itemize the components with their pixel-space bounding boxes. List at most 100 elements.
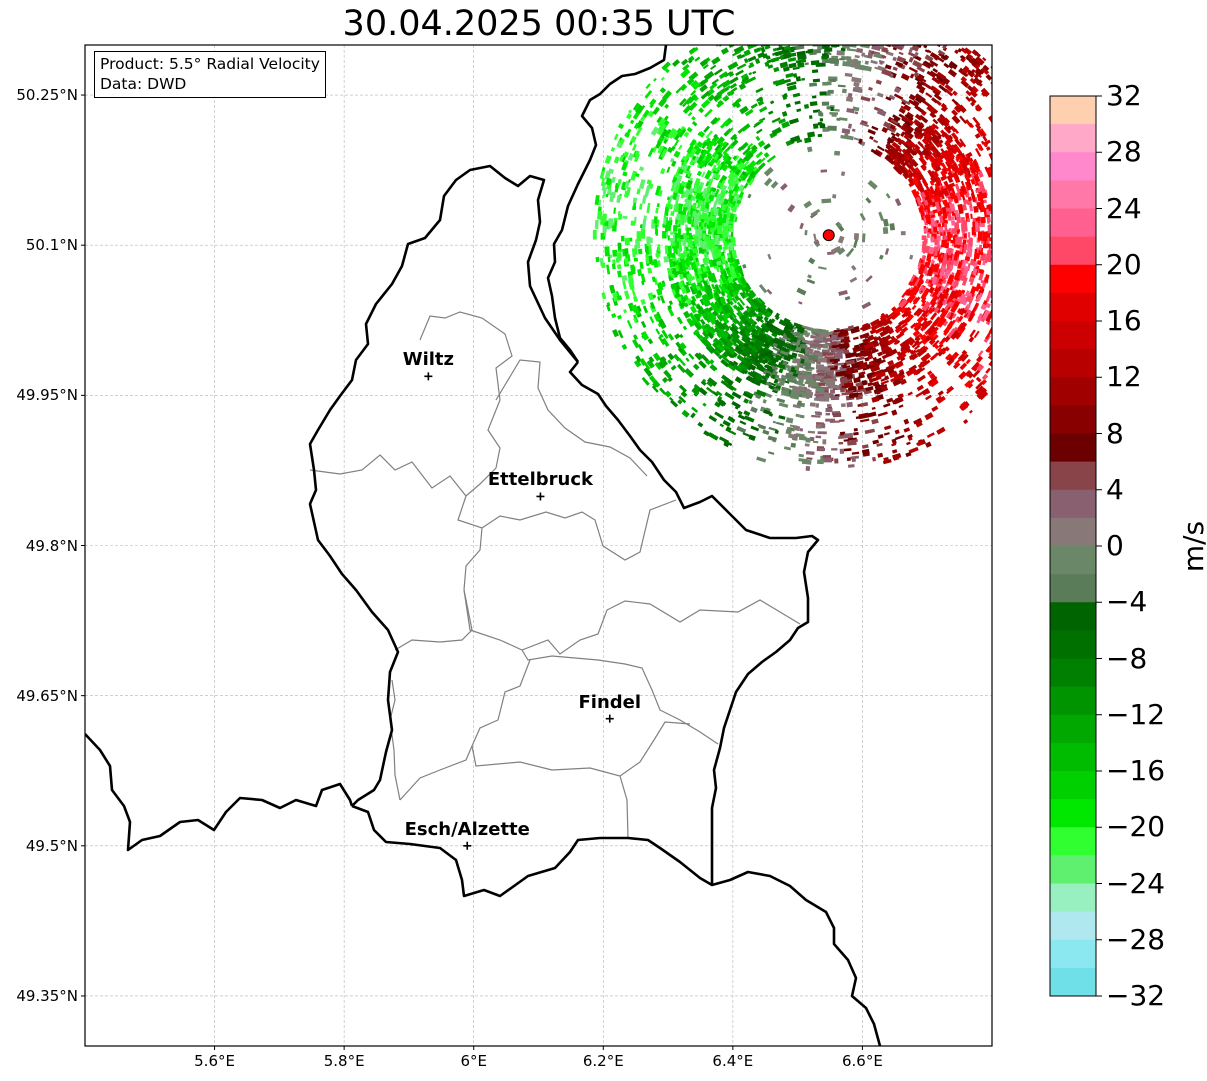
product-label: Product: 5.5° Radial Velocity: [100, 55, 320, 73]
velocity-echo: [1009, 290, 1014, 300]
velocity-echo: [759, 106, 768, 113]
velocity-echo: [769, 100, 775, 105]
velocity-echo: [1000, 306, 1006, 313]
velocity-echo: [827, 89, 834, 94]
velocity-echo: [972, 221, 976, 232]
velocity-echo: [966, 178, 973, 189]
velocity-echo: [876, 92, 884, 98]
velocity-echo: [840, 32, 844, 35]
velocity-echo: [1019, 112, 1025, 120]
lon-tick-label: 5.6°E: [194, 1052, 235, 1070]
velocity-echo: [807, 131, 816, 138]
velocity-echo: [762, 14, 769, 18]
velocity-echo: [867, 129, 876, 135]
velocity-echo: [1041, 164, 1047, 169]
velocity-echo: [981, 373, 989, 381]
velocity-echo: [1024, 232, 1028, 235]
velocity-echo: [1005, 232, 1010, 236]
colorbar-tick-label: 4: [1106, 472, 1124, 506]
velocity-echo: [773, 18, 780, 23]
velocity-echo: [735, 69, 744, 77]
velocity-echo: [1020, 192, 1024, 201]
velocity-echo: [807, 430, 816, 434]
velocity-echo: [1020, 233, 1024, 237]
velocity-echo: [1010, 295, 1013, 299]
velocity-echo: [820, 388, 825, 392]
velocity-echo: [739, 16, 745, 20]
velocity-echo: [740, 19, 747, 25]
velocity-echo: [1016, 178, 1022, 186]
velocity-echo: [659, 87, 667, 94]
velocity-echo: [707, 211, 712, 218]
velocity-echo: [890, 18, 894, 23]
velocity-echo: [692, 363, 700, 371]
velocity-echo: [935, 45, 942, 48]
velocity-echo: [968, 293, 976, 304]
velocity-echo: [866, 3, 873, 7]
velocity-echo: [732, 304, 738, 310]
velocity-echo: [991, 152, 992, 162]
velocity-echo: [690, 412, 696, 419]
velocity-echo: [1021, 257, 1025, 266]
velocity-echo: [815, 424, 822, 429]
velocity-echo: [750, 144, 758, 152]
velocity-echo: [842, 61, 852, 67]
velocity-echo: [803, 29, 808, 34]
velocity-echo: [1030, 149, 1034, 156]
velocity-echo: [817, 133, 823, 138]
velocity-echo: [698, 221, 702, 227]
velocity-echo: [932, 118, 939, 125]
velocity-echo: [605, 193, 609, 198]
velocity-echo: [740, 22, 744, 26]
velocity-echo: [959, 115, 967, 124]
colorbar-tick-label: 8: [1106, 416, 1124, 450]
velocity-echo: [742, 326, 751, 334]
velocity-echo: [632, 197, 638, 203]
velocity-echo: [970, 213, 973, 220]
velocity-echo: [686, 126, 693, 133]
velocity-echo: [1021, 250, 1025, 257]
velocity-echo: [1020, 340, 1026, 346]
velocity-echo: [1031, 293, 1037, 302]
velocity-echo: [1038, 299, 1042, 303]
velocity-echo: [785, 72, 794, 79]
velocity-echo: [691, 406, 699, 413]
velocity-echo: [785, 25, 792, 29]
velocity-echo: [768, 20, 778, 27]
velocity-echo: [703, 36, 709, 42]
velocity-echo: [625, 113, 633, 120]
velocity-echo: [712, 200, 718, 211]
velocity-echo: [609, 284, 616, 294]
velocity-echo: [657, 244, 661, 252]
velocity-echo: [667, 333, 675, 341]
velocity-echo: [676, 316, 683, 325]
velocity-echo: [1039, 298, 1044, 306]
velocity-echo: [994, 276, 998, 280]
velocity-echo: [892, 22, 902, 28]
velocity-echo: [999, 312, 1004, 319]
velocity-echo: [951, 132, 959, 141]
velocity-echo: [627, 279, 635, 290]
velocity-echo: [849, 20, 856, 24]
velocity-echo: [1036, 132, 1042, 140]
velocity-echo: [1019, 207, 1022, 212]
colorbar-segment: [1050, 742, 1096, 772]
velocity-echo: [813, 440, 819, 444]
velocity-echo: [1046, 304, 1050, 309]
velocity-echo: [1006, 136, 1013, 144]
velocity-echo: [1015, 235, 1019, 242]
velocity-echo: [672, 59, 681, 67]
velocity-echo: [1016, 344, 1021, 349]
velocity-echo: [982, 231, 988, 242]
velocity-echo: [879, 254, 884, 260]
velocity-echo: [704, 222, 707, 228]
velocity-echo: [617, 178, 622, 187]
velocity-echo: [873, 12, 878, 18]
velocity-echo: [760, 12, 769, 17]
velocity-echo: [622, 215, 628, 220]
velocity-echo: [808, 41, 815, 44]
colorbar-segment: [1050, 517, 1096, 547]
velocity-echo: [929, 180, 935, 186]
velocity-echo: [1003, 218, 1008, 226]
velocity-echo: [843, 2, 848, 7]
